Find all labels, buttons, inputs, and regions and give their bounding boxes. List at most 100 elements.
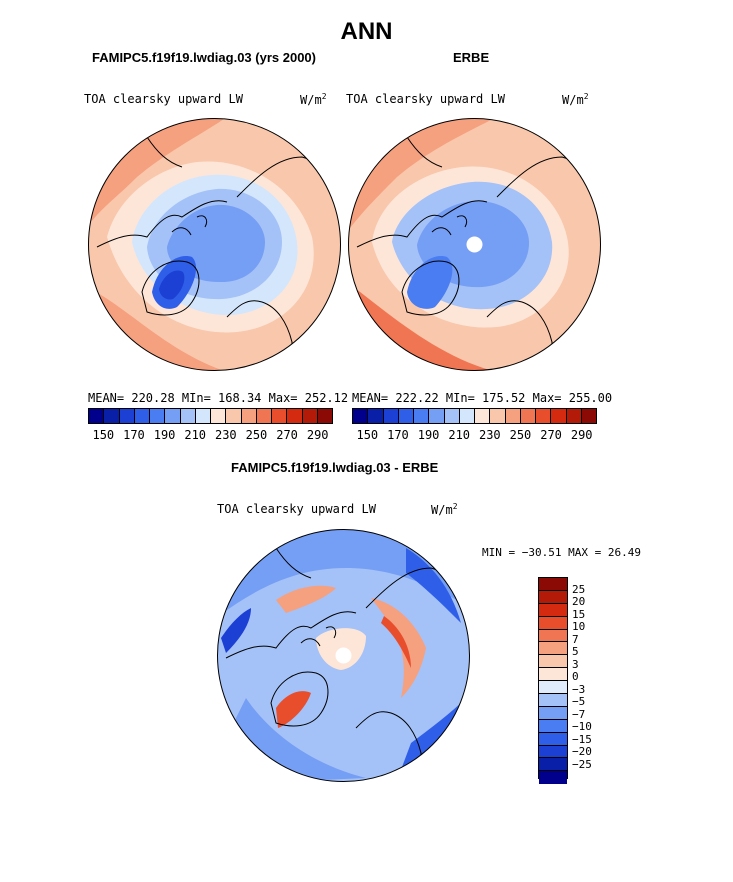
model-colorbar-swatch-6 — [180, 409, 196, 423]
diff-field-dark1 — [406, 548, 461, 623]
diff-colorbar-tick-label: 0 — [572, 670, 579, 683]
diff-colorbar-swatch-2 — [539, 603, 567, 617]
model-colorbar-swatch-14 — [302, 409, 318, 423]
obs-colorbar-swatch-4 — [414, 409, 430, 423]
diff-variable-label: TOA clearsky upward LW — [217, 502, 376, 516]
obs-colorbar-tick-label: 150 — [356, 428, 379, 442]
obs-case-title: ERBE — [453, 50, 490, 65]
obs-colorbar-swatch-9 — [490, 409, 506, 423]
diff-colorbar-swatch-5 — [539, 642, 567, 656]
obs-coast-canada — [356, 200, 488, 248]
obs-colorbar-swatch-0 — [353, 409, 369, 423]
diff-field-warm1 — [276, 585, 336, 613]
obs-colorbar-swatch-8 — [475, 409, 491, 423]
model-colorbar-swatch-5 — [165, 409, 181, 423]
obs-colorbar-tick-label: 190 — [417, 428, 440, 442]
diff-colorbar-swatch-0 — [539, 578, 567, 591]
diff-colorbar-ticks: 25 20 15 10 7 5 3 0 −3 −5 −7 −10 −15 −20 −25 — [572, 577, 632, 777]
obs-colorbar-tick-label: 290 — [570, 428, 593, 442]
diff-colorbar-swatch-13 — [539, 745, 567, 759]
model-colorbar-tick-label: 210 — [184, 428, 207, 442]
model-colorbar: 150 170 190 210 230 250 270 290 — [88, 408, 333, 442]
obs-colorbar-tick-label: 170 — [387, 428, 409, 442]
model-coast-islands — [171, 215, 208, 236]
obs-colorbar-tick-label: 270 — [540, 428, 562, 442]
diff-colorbar-tick-label: −25 — [572, 757, 592, 771]
diff-colorbar-swatch-8 — [539, 681, 567, 695]
diff-colorbar-swatch-7 — [539, 668, 567, 682]
diff-colorbar-tick-label: −15 — [572, 732, 592, 746]
model-colorbar-tick-label: 250 — [245, 428, 268, 442]
model-colorbar-swatch-12 — [272, 409, 288, 423]
diff-stats: MIN = −30.51 MAX = 26.49 — [482, 546, 641, 559]
diff-field-warm-ring2 — [381, 616, 411, 668]
model-map-border — [88, 118, 341, 371]
obs-pole-hole — [466, 236, 483, 253]
diff-colorbar-tick-label: −10 — [572, 720, 592, 733]
model-colorbar-tick-label: 150 — [92, 428, 115, 442]
model-units-exp: 2 — [321, 92, 327, 101]
obs-map-border — [348, 118, 601, 371]
obs-colorbar-swatch-6 — [444, 409, 460, 423]
model-colorbar-swatch-3 — [134, 409, 150, 423]
diff-units-exp: 2 — [452, 502, 458, 511]
model-colorbar-swatch-4 — [150, 409, 166, 423]
obs-colorbar-swatch-2 — [383, 409, 399, 423]
model-colorbar-swatch-0 — [89, 409, 105, 423]
model-coast-alaska — [146, 136, 183, 168]
diff-colorbar-tick-label: 3 — [572, 657, 579, 671]
model-colorbar-swatch-1 — [104, 409, 120, 423]
diff-colorbar-swatch-6 — [539, 655, 567, 669]
diff-units-label: W/m2 — [431, 502, 458, 517]
diff-colorbar-swatch-4 — [539, 629, 567, 643]
obs-colorbar-swatch-5 — [429, 409, 445, 423]
obs-colorbar-swatch-15 — [581, 409, 596, 423]
model-variable-label: TOA clearsky upward LW — [84, 92, 243, 106]
model-units-text: W/m — [300, 93, 322, 107]
model-colorbar-tick-label: 230 — [214, 428, 237, 442]
model-colorbar-swatch-11 — [256, 409, 272, 423]
diff-coast-canada — [225, 611, 357, 659]
obs-greenland-core — [407, 256, 453, 309]
obs-coast-greenland — [401, 260, 460, 316]
obs-coast-islands — [431, 215, 468, 236]
diff-colorbar-tick-label: 15 — [572, 607, 586, 621]
diff-colorbar-tick-label: 10 — [572, 620, 586, 633]
obs-colorbar-swatch-13 — [551, 409, 567, 423]
diff-pole-hole — [335, 647, 352, 664]
diff-colorbar-swatch-10 — [539, 706, 567, 720]
diff-colorbar-swatch-12 — [539, 732, 567, 746]
diff-colorbar-swatch-14 — [539, 758, 567, 772]
diff-coast-alaska — [275, 547, 312, 579]
obs-colorbar-tick-label: 210 — [448, 428, 471, 442]
diff-case-title: FAMIPC5.f19f19.lwdiag.03 - ERBE — [231, 460, 439, 475]
diff-map-border — [217, 529, 470, 782]
obs-colorbar-swatch-12 — [536, 409, 552, 423]
model-colorbar-swatch-8 — [211, 409, 227, 423]
diff-colorbar-tick-label: 7 — [572, 632, 579, 646]
model-case-title: FAMIPC5.f19f19.lwdiag.03 (yrs 2000) — [92, 50, 316, 65]
obs-colorbar-tick-label: 250 — [509, 428, 532, 442]
diff-colorbar-swatch-15 — [539, 771, 567, 785]
diff-colorbar-tick-label: −7 — [572, 707, 586, 721]
diff-field-greenland — [276, 691, 311, 728]
model-colorbar-swatch-15 — [317, 409, 332, 423]
model-colorbar-tick-label: 290 — [306, 428, 329, 442]
obs-colorbar-swatches — [352, 408, 597, 424]
diff-coast-greenland — [270, 671, 329, 727]
model-stats: MEAN= 220.28 MIn= 168.34 Max= 252.12 — [88, 391, 349, 405]
diff-colorbar-swatch-3 — [539, 616, 567, 630]
diff-polar-map — [217, 529, 470, 782]
model-greenland-min — [159, 270, 185, 300]
model-colorbar-tick-label: 170 — [123, 428, 145, 442]
diff-colorbar-tick-label: −3 — [572, 682, 586, 696]
model-units-label: W/m2 — [300, 92, 327, 107]
diff-colorbar-swatch-1 — [539, 590, 567, 604]
diff-colorbar-tick-label: 5 — [572, 645, 579, 658]
diff-colorbar-tick-label: 20 — [572, 595, 586, 608]
obs-colorbar-swatch-14 — [566, 409, 582, 423]
diff-colorbar-tick-label: −5 — [572, 695, 586, 708]
obs-colorbar-tick-label: 230 — [478, 428, 501, 442]
model-colorbar-swatch-13 — [287, 409, 303, 423]
diff-field-dark2 — [221, 608, 251, 653]
